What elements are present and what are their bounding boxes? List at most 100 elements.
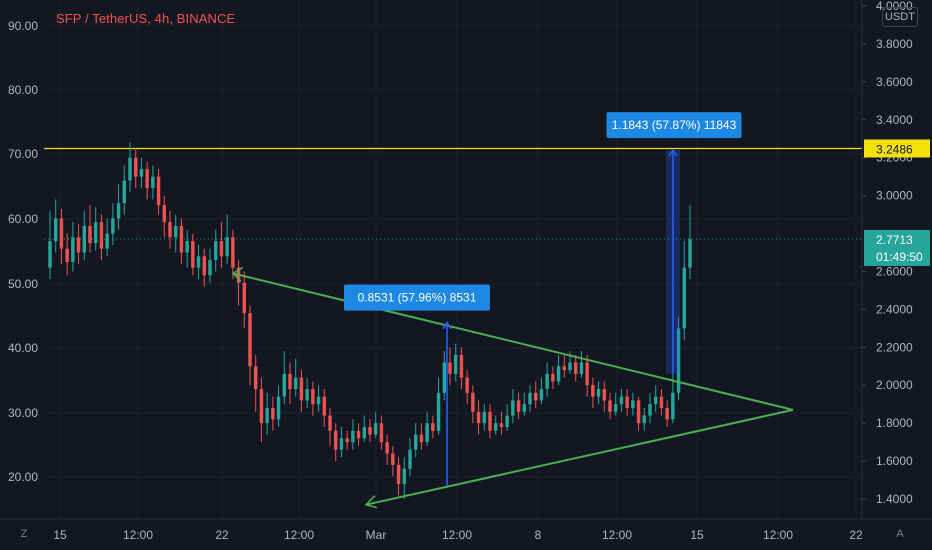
left-price-axis[interactable]: 90.00 80.00 70.00 60.00 50.00 40.00 30.00 20.00: [8, 19, 38, 484]
auto-scale-button[interactable]: A: [896, 528, 904, 540]
time-tick-label: 22: [849, 528, 863, 542]
candle-body: [471, 392, 475, 412]
right-tick-label: 1.4000: [876, 492, 913, 506]
candle-body: [414, 434, 418, 450]
candle-body: [174, 225, 178, 238]
candle-body: [539, 389, 544, 401]
left-tick-label: 90.00: [8, 19, 38, 33]
time-axis[interactable]: 15 12:00 22 12:00 Mar 12:00 8 12:00 15 12:00 22: [0, 518, 932, 542]
candle-body: [442, 362, 446, 393]
time-tick-label: 22: [215, 528, 229, 542]
candle-body: [528, 392, 532, 405]
candle-body: [305, 389, 309, 401]
candle-body: [111, 218, 115, 234]
candle-body: [396, 464, 401, 484]
time-tick-label: 12:00: [123, 528, 153, 542]
candle-body: [505, 415, 509, 427]
candle-body: [351, 430, 355, 443]
triangle-upper-line: [232, 272, 794, 411]
time-tick-label: 15: [690, 528, 704, 542]
time-tick-label: Mar: [366, 528, 387, 542]
right-tick-label: 4.0000: [876, 0, 913, 13]
candle-body: [596, 389, 601, 397]
left-tick-label: 70.00: [8, 147, 38, 161]
measurement-tools[interactable]: 0.8531 (57.96%) 8531 1.1843 (57.87%) 1184…: [344, 112, 742, 486]
candle-body: [214, 241, 218, 261]
candle-body: [608, 400, 612, 412]
current-price-badge: [864, 229, 930, 266]
time-tick-label: 8: [535, 528, 542, 542]
time-tick-label: 12:00: [602, 528, 632, 542]
candle-body: [139, 169, 144, 177]
left-tick-label: 60.00: [8, 212, 38, 226]
measure-arrow-head: [442, 321, 452, 330]
candle-body: [568, 362, 572, 371]
candle-body: [654, 396, 658, 405]
candle-body: [179, 225, 184, 253]
candle-body: [71, 237, 75, 262]
candles: [48, 142, 692, 499]
candle-body: [231, 237, 235, 268]
right-tick-label: 2.6000: [876, 264, 913, 278]
currency-badge[interactable]: USDT: [882, 7, 918, 27]
candle-body: [162, 205, 166, 223]
candle-body: [145, 169, 149, 189]
candle-body: [619, 396, 624, 405]
candle-body: [562, 366, 566, 371]
zoom-button[interactable]: Z: [20, 528, 28, 540]
candle-body: [151, 176, 155, 189]
candle-body: [259, 389, 264, 424]
candle-body: [299, 377, 304, 401]
candle-body: [522, 404, 526, 412]
candle-body: [219, 241, 224, 257]
candle-body: [676, 328, 681, 393]
candle-body: [82, 225, 86, 253]
measure-label-box: [606, 112, 742, 139]
candle-body: [499, 423, 504, 427]
right-price-axis[interactable]: 4.00003.80003.60003.40003.20003.00002.60…: [861, 0, 913, 519]
candle-body: [168, 222, 172, 238]
candle-body: [362, 426, 366, 439]
candle-body: [94, 222, 98, 244]
candle-body: [448, 362, 452, 374]
candle-body: [534, 392, 538, 401]
candle-body: [391, 453, 395, 465]
candle-body: [48, 241, 52, 268]
left-tick-label: 30.00: [8, 406, 38, 420]
right-tick-label: 2.2000: [876, 340, 913, 354]
candle-body: [379, 423, 384, 443]
candle-body: [288, 373, 292, 390]
candle-body: [356, 430, 361, 439]
triangle-pattern[interactable]: [231, 266, 794, 509]
candle-body: [425, 423, 429, 443]
candle-body: [614, 404, 618, 412]
candle-body: [482, 411, 486, 424]
right-tick-label: 2.0000: [876, 378, 913, 392]
candle-body: [276, 396, 281, 420]
symbol-title[interactable]: SFP / TetherUS, 4h, BINANCE: [56, 11, 236, 26]
candle-body: [579, 362, 584, 374]
candle-body: [556, 366, 561, 382]
candle-body: [282, 373, 286, 397]
candle-body: [602, 389, 606, 401]
price-badges: 3.2486 2.7713 01:49:50: [864, 139, 930, 266]
candle-body: [408, 449, 412, 469]
candle-body: [208, 260, 212, 276]
candle-body: [419, 434, 424, 443]
candle-body: [99, 222, 104, 249]
candle-body: [59, 218, 64, 249]
right-tick-label: 1.6000: [876, 454, 913, 468]
triangle-lower-arrowhead: [364, 495, 378, 509]
left-tick-label: 50.00: [8, 277, 38, 291]
candle-body: [311, 389, 315, 405]
candle-body: [431, 423, 435, 431]
candle-body: [185, 241, 189, 253]
right-tick-label: 3.0000: [876, 189, 913, 203]
candle-body: [682, 267, 686, 329]
candle-body: [122, 180, 126, 204]
candle-body: [585, 362, 589, 386]
candle-body: [265, 407, 269, 424]
candle-body: [254, 366, 258, 390]
candle-body: [334, 430, 338, 450]
